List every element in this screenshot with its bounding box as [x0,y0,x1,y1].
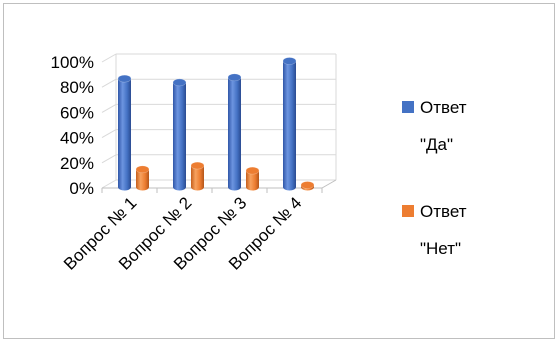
legend-swatch-net [402,205,414,217]
bar-net [245,166,260,191]
bar-top [300,181,315,189]
chart-border [3,3,555,339]
bar-body [118,78,131,191]
legend-label: Ответ [420,98,467,117]
gridline-depth [101,53,117,63]
legend-item: Ответ "Нет" [402,202,467,258]
bar-top [282,57,297,65]
bar-top [117,74,132,83]
floor-depth-edge [321,179,337,189]
bar-top [227,73,242,82]
gridline-depth [101,129,117,139]
bar-da [172,78,187,191]
gridline-depth [101,154,117,164]
bar-top [245,166,260,175]
legend-label: "Нет" [420,239,461,258]
bar-body [283,61,296,191]
gridline-depth [101,78,117,88]
bar-top [190,161,205,170]
bar-body [191,165,204,191]
y-tick-labels: 0% 20% 40% 60% 80% 100% [51,53,94,198]
y-tick-label: 20% [60,154,94,173]
legend: Ответ "Да" Ответ "Нет" [402,98,467,258]
legend-item: Ответ "Да" [402,98,467,154]
bar-net [300,181,315,191]
y-tick-label: 40% [60,129,94,148]
bar-top [135,165,150,174]
gridline-depth [101,179,117,189]
bar-body [136,169,149,191]
y-tick-label: 100% [51,53,94,72]
y-tick-label: 0% [69,179,94,198]
bar-net [190,161,205,191]
legend-swatch-da [402,101,414,113]
y-tick-label: 60% [60,103,94,122]
legend-label: "Да" [420,135,453,154]
bar-da [227,73,242,191]
gridlines [101,53,337,189]
bar-da [117,74,132,191]
y-tick-label: 80% [60,78,94,97]
bar-body [228,77,241,191]
legend-label: Ответ [420,202,467,221]
gridline-depth [101,103,117,113]
bar-da [282,57,297,191]
bar-body [246,170,259,191]
bar-top [172,78,187,87]
bar-net [135,165,150,191]
bars [117,57,315,191]
bar-body [173,82,186,191]
